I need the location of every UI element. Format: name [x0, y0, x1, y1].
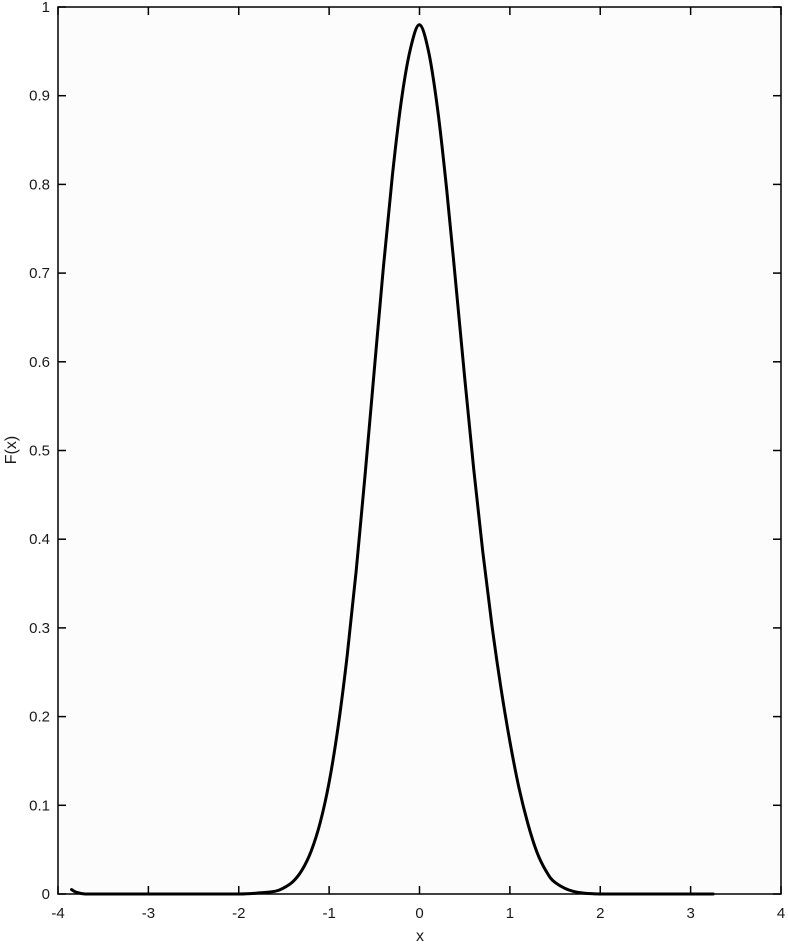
plot-frame — [57, 6, 782, 895]
y-tick-label: 0.4 — [29, 531, 50, 548]
y-tick-label: 0.3 — [29, 620, 50, 637]
x-axis-ticks: -4 -3 -2 -1 0 1 2 3 4 — [51, 7, 785, 922]
x-tick-label: -3 — [142, 905, 155, 922]
y-axis-label: F(x) — [3, 436, 20, 464]
plot-area — [58, 7, 781, 894]
series-line — [70, 23, 715, 896]
x-tick-label: -4 — [51, 905, 64, 922]
x-tick-label: 4 — [777, 905, 785, 922]
y-tick-label: 0.1 — [29, 797, 50, 814]
y-tick-label: 0.7 — [29, 265, 50, 282]
y-tick-label: 0.2 — [29, 709, 50, 726]
y-tick-label: 0.6 — [29, 354, 50, 371]
y-tick-label: 0.5 — [29, 443, 50, 460]
y-tick-label: 0.8 — [29, 176, 50, 193]
x-axis-label: x — [416, 928, 424, 945]
y-tick-label: 0.9 — [29, 88, 50, 105]
y-tick-label: 0 — [42, 886, 50, 903]
x-tick-label: 1 — [506, 905, 514, 922]
y-tick-label: 1 — [42, 0, 50, 16]
x-tick-label: 3 — [686, 905, 694, 922]
x-tick-label: 0 — [415, 905, 423, 922]
x-tick-label: -2 — [232, 905, 245, 922]
x-tick-label: 2 — [596, 905, 604, 922]
x-tick-label: -1 — [322, 905, 335, 922]
y-axis-ticks: 0 0.1 0.2 0.3 0.4 0.5 0.6 0.7 0.8 0.9 1 — [29, 0, 781, 903]
